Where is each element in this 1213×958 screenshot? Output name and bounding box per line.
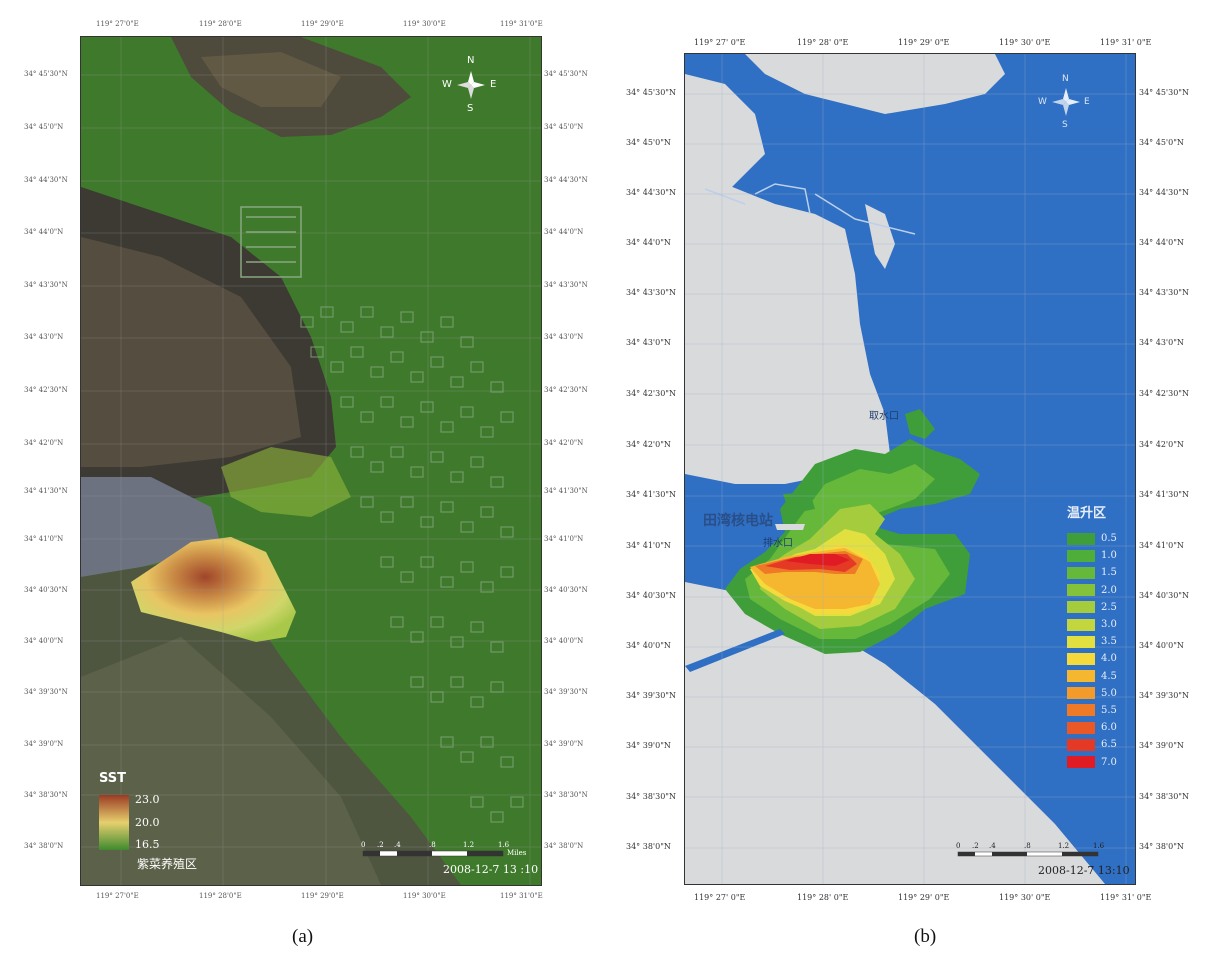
compass-s-label-b: S xyxy=(1062,120,1068,130)
temperature-rise-legend: 温升区 0.5 1.0 1.5 2.0 2.5 3.0 3.5 4.0 4.5 5.0 5.5 6.0… xyxy=(1067,502,1127,771)
north-arrow-icon-b xyxy=(1052,88,1080,116)
legend-label: 3.5 xyxy=(1101,636,1117,648)
scale-bar-b xyxy=(957,851,1099,857)
map-timestamp: 2008-12-7 13 :10 xyxy=(443,863,539,876)
legend-item: 1.0 xyxy=(1067,547,1127,564)
temperature-rise-map: N S W E 田湾核电站 排水口 取水口 温升区 0.5 1.0 1.5 2.0 2.… xyxy=(684,53,1136,885)
compass-w-label-b: W xyxy=(1038,97,1047,107)
sst-map-graphic xyxy=(81,37,541,885)
sst-legend-ramp xyxy=(99,795,129,850)
sst-legend-max: 23.0 xyxy=(135,793,160,806)
west-coast-land xyxy=(685,154,890,484)
legend-item: 3.0 xyxy=(1067,616,1127,633)
legend-swatch xyxy=(1067,704,1095,717)
graticule-b xyxy=(685,54,1135,884)
scale-bar-labels: 0 .2 .4 .8 1.2 1.6 Miles xyxy=(361,841,527,857)
intake-label: 取水口 xyxy=(869,411,899,422)
legend-title: 温升区 xyxy=(1067,506,1107,521)
panel-a-caption: (a) xyxy=(292,926,314,947)
legend-label: 4.0 xyxy=(1101,653,1117,665)
legend-label: 6.0 xyxy=(1101,722,1117,734)
harbor-structure xyxy=(240,206,302,278)
legend-label: 5.5 xyxy=(1101,704,1117,716)
legend-swatch xyxy=(1067,738,1095,751)
legend-swatch xyxy=(1067,532,1095,545)
legend-item: 4.5 xyxy=(1067,668,1127,685)
harbor-outline xyxy=(704,183,916,235)
panel-b-caption: (b) xyxy=(914,926,937,947)
legend-label: 3.0 xyxy=(1101,619,1117,631)
legend-swatch xyxy=(1067,549,1095,562)
discharge-channel xyxy=(685,629,785,672)
map-timestamp-b: 2008-12-7 13:10 xyxy=(1038,864,1130,877)
legend-label: 1.5 xyxy=(1101,567,1117,579)
legend-swatch xyxy=(1067,756,1095,769)
legend-label: 1.0 xyxy=(1101,550,1117,562)
legend-item: 6.5 xyxy=(1067,736,1127,753)
legend-list: 0.5 1.0 1.5 2.0 2.5 3.0 3.5 4.0 4.5 5.0 5.5 6.0 6.5 7… xyxy=(1067,530,1127,771)
legend-item: 4.0 xyxy=(1067,650,1127,667)
sst-legend-title: SST xyxy=(99,771,127,786)
legend-label: 4.5 xyxy=(1101,670,1117,682)
legend-item: 3.5 xyxy=(1067,633,1127,650)
outlet-label: 排水口 xyxy=(763,538,793,549)
scale-bar xyxy=(362,850,504,857)
temperature-rise-graphic xyxy=(685,54,1135,884)
legend-swatch xyxy=(1067,635,1095,648)
compass-n-label-b: N xyxy=(1062,74,1069,84)
sst-legend-mid: 20.0 xyxy=(135,816,160,829)
graticule xyxy=(81,37,541,885)
legend-swatch xyxy=(1067,566,1095,579)
compass-n-label: N xyxy=(467,55,475,66)
compass-s-label: S xyxy=(467,103,474,114)
aquaculture-plots xyxy=(300,306,524,823)
legend-item: 5.0 xyxy=(1067,685,1127,702)
legend-item: 7.0 xyxy=(1067,753,1127,770)
legend-label: 7.0 xyxy=(1101,756,1117,768)
legend-swatch xyxy=(1067,721,1095,734)
scale-bar-labels-b: 0 .2 .4 .8 1.2 1.6 xyxy=(956,842,1105,850)
aquaculture-legend-label: 紫菜养殖区 xyxy=(137,857,198,871)
thermal-plume xyxy=(131,537,296,642)
satellite-sst-map: N S W E SST 23.0 20.0 16.5 紫菜养殖区 0 .2 .4… xyxy=(80,36,542,886)
station-label: 田湾核电站 xyxy=(703,513,773,529)
legend-item: 0.5 xyxy=(1067,530,1127,547)
legend-item: 2.0 xyxy=(1067,582,1127,599)
legend-swatch xyxy=(1067,618,1095,631)
sst-legend-min: 16.5 xyxy=(135,838,160,851)
legend-item: 2.5 xyxy=(1067,599,1127,616)
legend-swatch xyxy=(1067,670,1095,683)
legend-item: 1.5 xyxy=(1067,564,1127,581)
legend-label: 0.5 xyxy=(1101,533,1117,545)
north-arrow-icon xyxy=(457,71,485,99)
legend-swatch xyxy=(1067,601,1095,614)
compass-e-label: E xyxy=(490,79,497,90)
compass-e-label-b: E xyxy=(1084,97,1090,107)
legend-item: 6.0 xyxy=(1067,719,1127,736)
legend-swatch xyxy=(1067,584,1095,597)
legend-swatch xyxy=(1067,652,1095,665)
temperature-contours xyxy=(725,439,980,654)
legend-label: 5.0 xyxy=(1101,687,1117,699)
compass-w-label: W xyxy=(442,79,452,90)
legend-item: 5.5 xyxy=(1067,702,1127,719)
legend-label: 2.5 xyxy=(1101,601,1117,613)
legend-swatch xyxy=(1067,687,1095,700)
legend-label: 6.5 xyxy=(1101,739,1117,751)
legend-label: 2.0 xyxy=(1101,584,1117,596)
